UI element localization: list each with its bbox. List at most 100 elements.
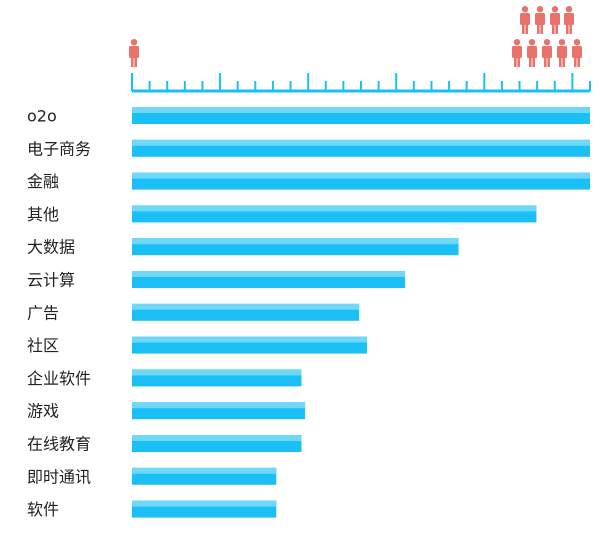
category-label: 在线教育 — [27, 435, 91, 454]
person-body — [557, 46, 567, 58]
bar — [132, 402, 306, 420]
axis-minor-tick — [166, 81, 169, 91]
person-leg-right — [532, 57, 535, 67]
bar — [132, 435, 302, 452]
axis-major-tick — [307, 73, 310, 91]
axis-major-tick — [483, 73, 486, 91]
category-label: 金融 — [27, 172, 59, 191]
bar-highlight — [132, 467, 277, 474]
bar — [132, 271, 405, 288]
axis-minor-tick — [342, 81, 345, 91]
axis-minor-tick — [465, 81, 468, 91]
axis-minor-tick — [271, 81, 274, 91]
person-leg-right — [555, 24, 558, 34]
person-icon — [572, 39, 582, 67]
bar — [132, 467, 277, 485]
person-body — [572, 46, 582, 58]
person-leg-right — [562, 57, 565, 67]
person-icon — [512, 39, 522, 67]
axis-minor-tick — [289, 81, 292, 91]
bar-highlight — [132, 435, 302, 441]
person-head — [528, 39, 536, 46]
person-icon-min — [129, 39, 139, 67]
bar-highlight — [132, 336, 367, 343]
axis-minor-tick — [448, 81, 451, 91]
axis-minor-tick — [360, 81, 362, 91]
person-icon — [520, 6, 530, 34]
person-icon — [564, 6, 574, 34]
person-leg-left — [537, 24, 540, 34]
person-body — [527, 46, 537, 58]
person-body — [535, 13, 545, 25]
axis-minor-tick — [254, 81, 257, 91]
axis-minor-tick — [412, 81, 415, 91]
axis-major-tick — [219, 73, 222, 91]
person-body — [512, 46, 522, 58]
scale-icons — [129, 6, 582, 67]
bar — [132, 369, 302, 387]
person-body — [564, 13, 574, 25]
person-head — [130, 39, 138, 46]
bar — [132, 336, 367, 354]
axis-major-tick — [395, 73, 398, 91]
category-label: 其他 — [27, 205, 59, 224]
person-head — [558, 39, 566, 46]
person-head — [543, 39, 551, 46]
category-label: 软件 — [27, 500, 59, 519]
axis-minor-tick — [236, 81, 239, 91]
person-leg-left — [529, 57, 532, 67]
person-icon — [550, 6, 560, 34]
person-body — [520, 13, 530, 25]
axis-minor-tick — [377, 81, 380, 91]
person-head — [573, 39, 581, 46]
bar-highlight — [132, 107, 590, 113]
bar — [132, 205, 537, 223]
bar-highlight — [132, 500, 277, 507]
bar — [132, 107, 590, 124]
person-leg-left — [522, 24, 525, 34]
person-head — [513, 39, 521, 46]
axis-minor-tick — [430, 81, 433, 91]
person-head — [536, 6, 544, 13]
bar-highlight — [132, 172, 590, 179]
bar — [132, 238, 459, 256]
category-label: 广告 — [27, 303, 59, 322]
category-label: o2o — [27, 107, 57, 126]
x-axis — [131, 73, 591, 93]
bar — [132, 172, 590, 190]
bar-highlight — [132, 303, 360, 310]
bar-highlight — [132, 139, 590, 146]
axis-minor-tick — [324, 81, 327, 91]
person-body — [542, 46, 552, 58]
axis-minor-tick — [201, 81, 204, 91]
axis-minor-tick — [536, 81, 539, 91]
category-label: 电子商务 — [27, 139, 91, 158]
category-label: 企业软件 — [27, 369, 91, 388]
person-leg-left — [566, 24, 569, 34]
person-body — [129, 46, 139, 58]
person-leg-left — [574, 57, 577, 67]
person-icon — [527, 39, 537, 67]
person-leg-left — [559, 57, 562, 67]
category-label: 大数据 — [27, 238, 75, 257]
axis-minor-tick — [518, 81, 521, 91]
person-head — [551, 6, 559, 13]
axis-minor-tick — [553, 81, 556, 91]
person-leg-left — [514, 57, 517, 67]
axis-minor-tick — [500, 81, 503, 91]
person-leg-right — [569, 24, 572, 34]
bar-highlight — [132, 402, 306, 409]
axis-major-tick — [571, 73, 574, 91]
axis-minor-tick — [589, 81, 591, 91]
person-head — [565, 6, 573, 13]
person-leg-right — [577, 57, 580, 67]
person-leg-left — [544, 57, 547, 67]
person-leg-left — [131, 57, 134, 67]
person-icon — [557, 39, 567, 67]
category-label: 社区 — [27, 336, 59, 355]
person-leg-right — [547, 57, 550, 67]
person-head — [521, 6, 529, 13]
person-leg-right — [540, 24, 543, 34]
